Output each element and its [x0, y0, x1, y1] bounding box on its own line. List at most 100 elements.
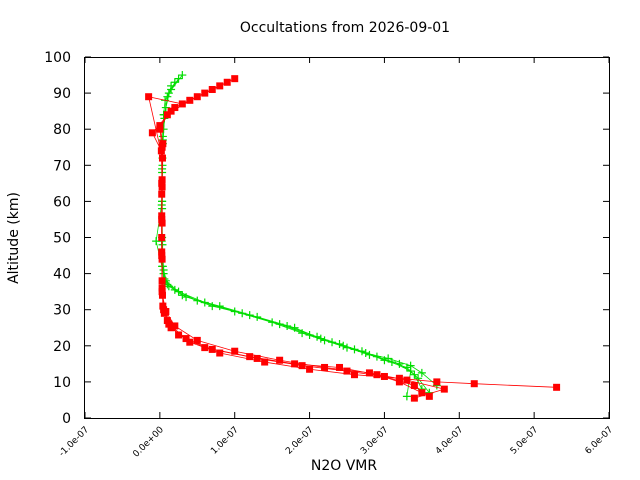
data-point — [158, 143, 166, 151]
x-tick-label: 6.0e-07 — [584, 425, 616, 457]
series-1 — [145, 75, 561, 402]
data-point — [253, 354, 261, 362]
y-tick-label: 70 — [53, 158, 71, 174]
x-tick-label: 2.0e-07 — [284, 425, 316, 457]
data-point — [163, 111, 171, 119]
series-line — [159, 78, 430, 397]
data-point — [425, 392, 433, 400]
data-point — [361, 349, 370, 358]
data-point — [253, 312, 262, 321]
data-point — [418, 389, 426, 397]
data-point — [215, 302, 224, 311]
data-point — [231, 75, 239, 83]
y-tick-label: 90 — [53, 86, 71, 102]
data-point — [178, 71, 187, 80]
data-point — [159, 302, 167, 310]
data-point — [167, 324, 175, 332]
data-point — [231, 347, 239, 355]
chart-title: Occultations from 2026-09-01 — [240, 20, 450, 36]
data-point — [178, 291, 187, 300]
data-point — [157, 147, 165, 155]
data-point — [161, 103, 170, 112]
series-line — [161, 78, 423, 390]
x-tick-label: 0.0e+00 — [131, 425, 166, 460]
series-line — [151, 85, 446, 399]
data-point — [403, 376, 411, 384]
series-line — [159, 81, 557, 388]
data-point — [162, 308, 170, 316]
data-point — [174, 74, 183, 83]
data-point — [148, 129, 156, 137]
data-point — [336, 363, 344, 371]
data-point — [186, 338, 194, 346]
x-tick-label: -1.0e-07 — [57, 425, 91, 459]
data-point — [182, 293, 191, 302]
plot-data-area — [145, 71, 561, 402]
data-point — [373, 371, 381, 379]
data-point — [406, 361, 415, 370]
data-point — [321, 363, 329, 371]
y-tick-label: 10 — [53, 375, 71, 391]
y-tick-label: 50 — [53, 231, 71, 247]
y-tick-label: 30 — [53, 303, 71, 319]
data-point — [158, 154, 166, 162]
data-point — [440, 385, 448, 393]
x-axis-label: N2O VMR — [311, 458, 378, 474]
x-tick-label: 4.0e-07 — [434, 425, 466, 457]
y-axis-label: Altitude (km) — [6, 192, 22, 284]
data-point — [208, 85, 216, 93]
data-point — [246, 353, 254, 361]
data-point — [261, 358, 269, 366]
y-tick-label: 80 — [53, 122, 71, 138]
series-line — [148, 89, 423, 394]
data-point — [410, 394, 418, 402]
data-point — [343, 367, 351, 375]
data-point — [171, 322, 179, 330]
data-point — [145, 93, 153, 101]
data-point — [159, 269, 168, 278]
data-point — [417, 368, 426, 377]
data-point — [291, 360, 299, 368]
data-point — [201, 344, 209, 352]
y-tick-label: 100 — [44, 50, 71, 66]
x-tick-label: 1.0e-07 — [209, 425, 241, 457]
data-point — [156, 125, 164, 133]
data-point — [410, 382, 418, 390]
data-point — [216, 349, 224, 357]
data-point — [350, 371, 358, 379]
data-point — [553, 383, 561, 391]
x-tick-label: 3.0e-07 — [359, 425, 391, 457]
data-point — [306, 365, 314, 373]
data-point — [178, 100, 186, 108]
data-point — [433, 378, 441, 386]
y-tick-label: 20 — [53, 339, 71, 355]
y-tick-label: 40 — [53, 267, 71, 283]
data-point — [216, 82, 224, 90]
data-point — [164, 282, 173, 291]
data-point — [167, 107, 175, 115]
data-point — [171, 104, 179, 112]
data-point — [414, 374, 423, 383]
x-axis: -1.0e-07 0.0e+00 1.0e-07 2.0e-07 3.0e-07 4.0e… — [57, 57, 615, 460]
data-point — [470, 380, 478, 388]
data-point — [380, 372, 388, 380]
data-point — [165, 320, 173, 328]
data-point — [158, 234, 166, 241]
data-point — [163, 317, 171, 325]
data-point — [159, 140, 167, 148]
data-point — [316, 334, 325, 343]
data-point — [193, 336, 201, 344]
data-point — [290, 323, 299, 332]
data-point — [384, 354, 393, 363]
data-point — [339, 341, 348, 350]
series-line — [161, 74, 412, 397]
data-point — [152, 237, 161, 246]
data-point — [402, 392, 411, 401]
y-axis: 0 10 20 30 40 50 60 70 80 90 100 — [44, 50, 609, 427]
data-point — [276, 356, 284, 364]
data-point — [167, 81, 176, 90]
y-tick-label: 60 — [53, 194, 71, 210]
series-0 — [152, 71, 441, 401]
data-point — [395, 378, 403, 386]
